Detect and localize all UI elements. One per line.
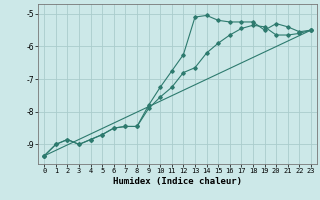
X-axis label: Humidex (Indice chaleur): Humidex (Indice chaleur)	[113, 177, 242, 186]
